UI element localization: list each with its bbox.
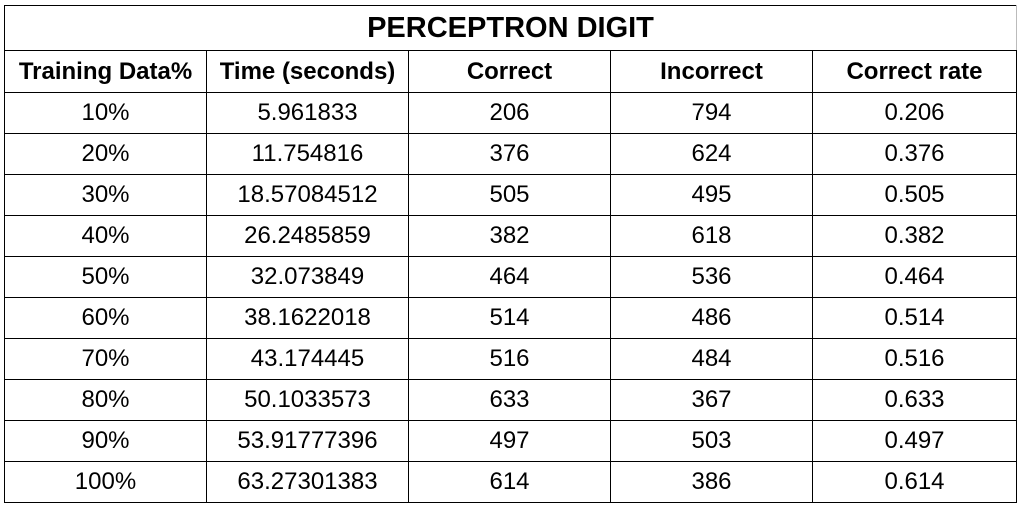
time-cell: 18.57084512 (206, 174, 409, 216)
correct-cell: 464 (408, 256, 611, 298)
table-row: 90% 53.91777396 497 503 0.497 (4, 420, 1017, 462)
time-cell: 43.174445 (206, 338, 409, 380)
results-table: PERCEPTRON DIGIT Training Data% Time (se… (4, 5, 1017, 503)
header-incorrect: Incorrect (610, 50, 813, 93)
header-training-data: Training Data% (4, 50, 207, 93)
incorrect-cell: 536 (610, 256, 813, 298)
table-row: 10% 5.961833 206 794 0.206 (4, 92, 1017, 134)
incorrect-cell: 503 (610, 420, 813, 462)
incorrect-cell: 486 (610, 297, 813, 339)
training-data-cell: 50% (4, 256, 207, 298)
incorrect-cell: 386 (610, 461, 813, 503)
training-data-cell: 80% (4, 379, 207, 421)
training-data-cell: 30% (4, 174, 207, 216)
header-correct: Correct (408, 50, 611, 93)
training-data-cell: 20% (4, 133, 207, 175)
time-cell: 53.91777396 (206, 420, 409, 462)
table-row: 80% 50.1033573 633 367 0.633 (4, 379, 1017, 421)
table-row: 20% 11.754816 376 624 0.376 (4, 133, 1017, 175)
correct-rate-cell: 0.514 (812, 297, 1017, 339)
correct-cell: 505 (408, 174, 611, 216)
time-cell: 38.1622018 (206, 297, 409, 339)
incorrect-cell: 618 (610, 215, 813, 257)
training-data-cell: 40% (4, 215, 207, 257)
incorrect-cell: 484 (610, 338, 813, 380)
table-row: 50% 32.073849 464 536 0.464 (4, 256, 1017, 298)
correct-cell: 633 (408, 379, 611, 421)
correct-cell: 516 (408, 338, 611, 380)
table-title: PERCEPTRON DIGIT (4, 5, 1017, 51)
training-data-cell: 90% (4, 420, 207, 462)
training-data-cell: 70% (4, 338, 207, 380)
incorrect-cell: 495 (610, 174, 813, 216)
correct-rate-cell: 0.464 (812, 256, 1017, 298)
correct-rate-cell: 0.206 (812, 92, 1017, 134)
time-cell: 32.073849 (206, 256, 409, 298)
incorrect-cell: 367 (610, 379, 813, 421)
correct-cell: 376 (408, 133, 611, 175)
time-cell: 63.27301383 (206, 461, 409, 503)
correct-rate-cell: 0.382 (812, 215, 1017, 257)
time-cell: 50.1033573 (206, 379, 409, 421)
correct-cell: 514 (408, 297, 611, 339)
time-cell: 26.2485859 (206, 215, 409, 257)
header-correct-rate: Correct rate (812, 50, 1017, 93)
time-cell: 11.754816 (206, 133, 409, 175)
header-time: Time (seconds) (206, 50, 409, 93)
correct-rate-cell: 0.633 (812, 379, 1017, 421)
incorrect-cell: 794 (610, 92, 813, 134)
correct-cell: 614 (408, 461, 611, 503)
correct-cell: 497 (408, 420, 611, 462)
training-data-cell: 100% (4, 461, 207, 503)
correct-cell: 382 (408, 215, 611, 257)
correct-rate-cell: 0.614 (812, 461, 1017, 503)
incorrect-cell: 624 (610, 133, 813, 175)
correct-rate-cell: 0.376 (812, 133, 1017, 175)
table-row: 40% 26.2485859 382 618 0.382 (4, 215, 1017, 257)
header-row: Training Data% Time (seconds) Correct In… (4, 50, 1017, 93)
correct-rate-cell: 0.497 (812, 420, 1017, 462)
training-data-cell: 60% (4, 297, 207, 339)
correct-rate-cell: 0.516 (812, 338, 1017, 380)
correct-cell: 206 (408, 92, 611, 134)
training-data-cell: 10% (4, 92, 207, 134)
table-row: 60% 38.1622018 514 486 0.514 (4, 297, 1017, 339)
correct-rate-cell: 0.505 (812, 174, 1017, 216)
table-row: 30% 18.57084512 505 495 0.505 (4, 174, 1017, 216)
table-row: 70% 43.174445 516 484 0.516 (4, 338, 1017, 380)
table-body: 10% 5.961833 206 794 0.206 20% 11.754816 376 624… (4, 92, 1017, 503)
time-cell: 5.961833 (206, 92, 409, 134)
table-row: 100% 63.27301383 614 386 0.614 (4, 461, 1017, 503)
title-row: PERCEPTRON DIGIT (4, 5, 1017, 51)
